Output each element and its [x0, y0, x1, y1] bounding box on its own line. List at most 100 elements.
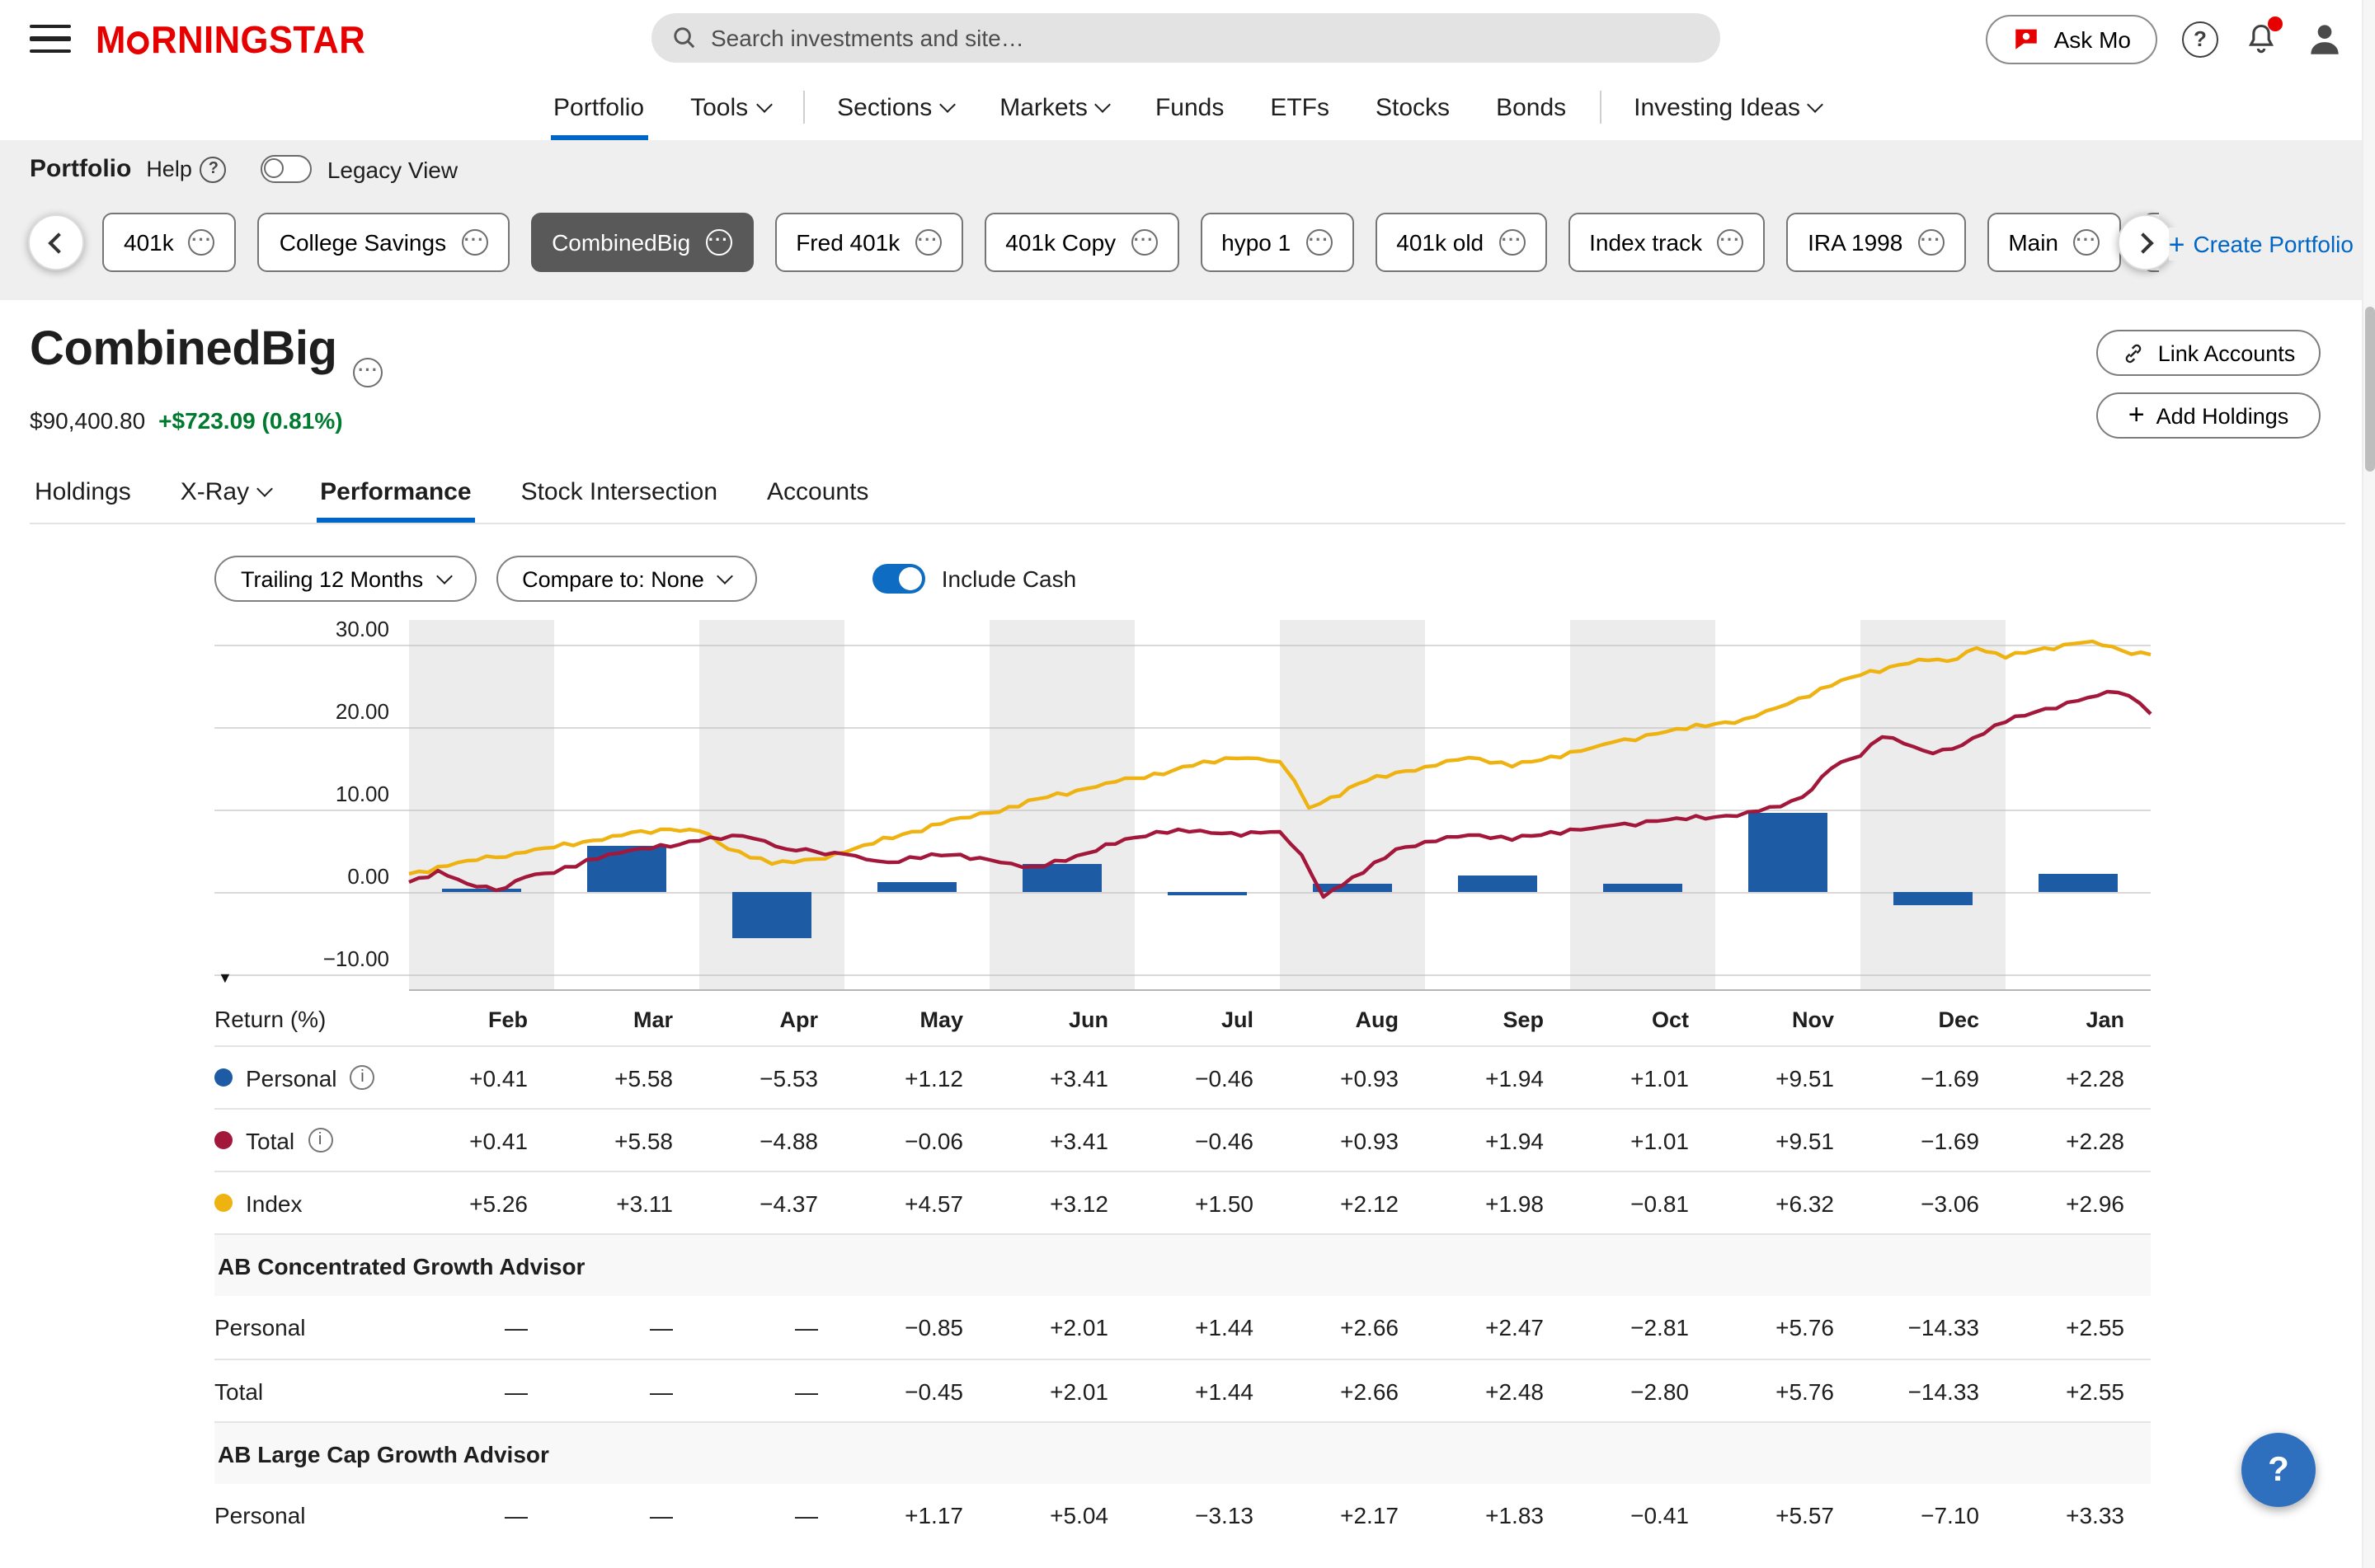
nav-divider: [1599, 91, 1601, 124]
chart-controls: Trailing 12 Months Compare to: None Incl…: [214, 556, 1076, 602]
notifications-bell-icon[interactable]: [2243, 16, 2283, 57]
ellipsis-menu-icon[interactable]: [2073, 229, 2100, 256]
tab-label: Holdings: [35, 477, 131, 505]
chevron-down-icon: [755, 96, 773, 113]
tab-accounts[interactable]: Accounts: [764, 470, 872, 513]
y-axis-tick: 20.00: [335, 699, 389, 724]
search-bar[interactable]: [651, 13, 1720, 63]
create-portfolio-link[interactable]: + Create Portfolio: [2168, 228, 2354, 261]
tab-label: Stock Intersection: [520, 477, 718, 505]
info-icon[interactable]: i: [350, 1065, 375, 1090]
nav-item-funds[interactable]: Funds: [1132, 76, 1247, 140]
ellipsis-menu-icon[interactable]: [1917, 229, 1945, 256]
tab-stock-intersection[interactable]: Stock Intersection: [518, 470, 721, 513]
ellipsis-menu-icon[interactable]: [1498, 229, 1526, 256]
portfolio-chip-fred-401k[interactable]: Fred 401k: [774, 213, 963, 272]
ellipsis-menu-icon[interactable]: [915, 229, 942, 256]
month-header-sep: Sep: [1503, 1007, 1544, 1031]
return-bar-feb[interactable]: [442, 888, 521, 892]
portfolio-chip-401k[interactable]: 401k: [102, 213, 237, 272]
return-bar-jan[interactable]: [2039, 873, 2118, 892]
return-value: +1.44: [1195, 1378, 1253, 1404]
chips-scroll-right-button[interactable]: [2118, 214, 2174, 270]
portfolio-chip-index-track[interactable]: Index track: [1568, 213, 1766, 272]
portfolio-value-row: $90,400.80 +$723.09 (0.81%): [30, 407, 343, 434]
tab-label: Accounts: [767, 477, 869, 505]
tab-x-ray[interactable]: X-Ray: [177, 470, 274, 513]
portfolio-value: $90,400.80: [30, 407, 146, 434]
ask-mo-button[interactable]: Ask Mo: [1986, 14, 2157, 63]
month-header-mar: Mar: [633, 1007, 673, 1031]
scrollbar-thumb[interactable]: [2365, 307, 2375, 472]
return-value: +5.76: [1775, 1314, 1834, 1340]
portfolio-help-link[interactable]: Help ?: [146, 156, 227, 182]
collapse-table-icon[interactable]: ▼: [218, 969, 233, 986]
return-bar-oct[interactable]: [1603, 883, 1682, 892]
link-accounts-button[interactable]: Link Accounts: [2096, 330, 2321, 376]
return-bar-nov[interactable]: [1748, 813, 1827, 892]
return-value: +1.12: [905, 1064, 963, 1091]
compare-dropdown[interactable]: Compare to: None: [496, 556, 757, 602]
nav-item-tools[interactable]: Tools: [667, 76, 792, 140]
nav-item-etfs[interactable]: ETFs: [1247, 76, 1352, 140]
month-header-jul: Jul: [1220, 1007, 1253, 1031]
legacy-view-toggle[interactable]: [261, 155, 313, 183]
ellipsis-menu-icon[interactable]: [188, 229, 215, 256]
portfolio-chip-hypo-1[interactable]: hypo 1: [1200, 213, 1354, 272]
search-input[interactable]: [711, 25, 1700, 51]
chips-scroll-left-button[interactable]: [28, 214, 84, 270]
portfolio-chip-main[interactable]: Main: [1987, 213, 2122, 272]
hamburger-menu-icon[interactable]: [30, 25, 71, 53]
return-bar-sep[interactable]: [1458, 876, 1537, 892]
profile-icon[interactable]: [2304, 18, 2345, 59]
nav-item-stocks[interactable]: Stocks: [1352, 76, 1473, 140]
nav-item-portfolio[interactable]: Portfolio: [530, 76, 667, 140]
nav-item-sections[interactable]: Sections: [814, 76, 976, 140]
total-line: [408, 689, 2152, 899]
gridline: [214, 974, 2151, 976]
return-value: +2.12: [1340, 1190, 1399, 1216]
notification-dot: [2268, 16, 2283, 31]
nav-item-markets[interactable]: Markets: [976, 76, 1132, 140]
ellipsis-menu-icon[interactable]: [461, 229, 488, 256]
help-fab-button[interactable]: ?: [2241, 1433, 2316, 1507]
help-icon[interactable]: ?: [2182, 21, 2218, 57]
return-bar-jul[interactable]: [1168, 892, 1247, 896]
add-holdings-label: Add Holdings: [2156, 403, 2289, 428]
nav-item-investing-ideas[interactable]: Investing Ideas: [1611, 76, 1845, 140]
chip-label: 401k old: [1396, 229, 1484, 256]
info-icon[interactable]: i: [308, 1128, 333, 1153]
tab-performance[interactable]: Performance: [317, 470, 475, 523]
ellipsis-menu-icon[interactable]: [1131, 229, 1158, 256]
legacy-view-label: Legacy View: [327, 156, 459, 182]
add-holdings-button[interactable]: + Add Holdings: [2096, 392, 2321, 439]
scrollbar[interactable]: [2362, 0, 2375, 1568]
portfolio-chip-college-savings[interactable]: College Savings: [257, 213, 510, 272]
include-cash-toggle[interactable]: [872, 564, 925, 594]
return-bar-apr[interactable]: [732, 892, 811, 938]
return-value: +2.96: [2066, 1190, 2124, 1216]
return-bar-dec[interactable]: [1893, 892, 1973, 906]
portfolio-chip-ira-1998[interactable]: IRA 1998: [1786, 213, 1966, 272]
return-bar-may[interactable]: [877, 882, 957, 892]
portfolio-chip-401k-old[interactable]: 401k old: [1375, 213, 1547, 272]
morningstar-logo[interactable]: M RNINGSTAR: [96, 18, 366, 61]
period-dropdown[interactable]: Trailing 12 Months: [214, 556, 477, 602]
logo-o-icon: [127, 31, 150, 54]
chevron-down-icon: [256, 480, 274, 496]
tab-holdings[interactable]: Holdings: [31, 470, 134, 513]
ellipsis-menu-icon[interactable]: [1717, 229, 1744, 256]
return-value: −1.69: [1921, 1064, 1979, 1091]
x-axis-line: [409, 989, 2151, 991]
portfolio-chip-401k-copy[interactable]: 401k Copy: [984, 213, 1179, 272]
portfolio-chip-combinedbig[interactable]: CombinedBig: [530, 213, 754, 272]
page-title: CombinedBig: [30, 323, 337, 376]
nav-item-bonds[interactable]: Bonds: [1473, 76, 1589, 140]
return-bar-aug[interactable]: [1313, 884, 1392, 892]
portfolio-menu-icon[interactable]: [353, 336, 383, 387]
ellipsis-menu-icon[interactable]: [705, 229, 732, 256]
return-bar-jun[interactable]: [1023, 863, 1102, 892]
return-value: —: [505, 1502, 528, 1528]
return-bar-mar[interactable]: [587, 846, 666, 892]
ellipsis-menu-icon[interactable]: [1305, 229, 1333, 256]
